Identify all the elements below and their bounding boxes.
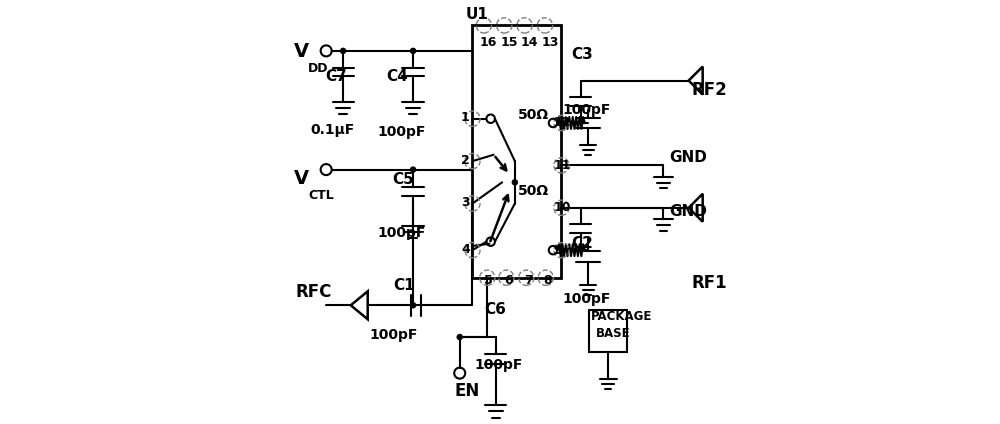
Text: 14: 14: [521, 36, 538, 49]
Circle shape: [411, 303, 416, 308]
Text: 15: 15: [500, 36, 518, 49]
Circle shape: [457, 335, 462, 340]
Circle shape: [341, 48, 346, 53]
Text: 50Ω: 50Ω: [518, 184, 549, 198]
Text: 10: 10: [554, 201, 571, 214]
Text: EN: EN: [455, 382, 480, 400]
Text: CTL: CTL: [308, 189, 334, 202]
Text: 100pF: 100pF: [475, 358, 523, 372]
Text: 8: 8: [544, 274, 552, 287]
Text: 0.1μF: 0.1μF: [310, 123, 354, 137]
Text: DD: DD: [308, 62, 328, 75]
Text: V: V: [294, 170, 309, 188]
Text: 9: 9: [554, 244, 562, 257]
Text: C3: C3: [571, 47, 593, 62]
Text: 100pF: 100pF: [377, 226, 425, 240]
Text: 6: 6: [504, 274, 512, 287]
Text: 16: 16: [480, 36, 497, 49]
Text: C1: C1: [393, 279, 415, 293]
Text: 5: 5: [484, 274, 493, 287]
Text: GND: GND: [669, 150, 707, 165]
Text: 12: 12: [554, 116, 571, 129]
Text: 100pF: 100pF: [562, 103, 611, 117]
Text: U1: U1: [466, 7, 489, 22]
Text: C6: C6: [484, 302, 506, 317]
Text: 11: 11: [554, 159, 571, 172]
Text: C2: C2: [571, 236, 593, 251]
Text: C4: C4: [386, 69, 408, 84]
Text: GND: GND: [669, 204, 707, 219]
Text: 13: 13: [541, 36, 559, 49]
Text: 50Ω: 50Ω: [518, 108, 549, 122]
Text: BASE: BASE: [596, 327, 631, 340]
Bar: [472, 25, 561, 278]
Text: 100pF: 100pF: [370, 328, 418, 342]
Text: 3: 3: [461, 196, 470, 209]
Text: 100pF: 100pF: [377, 125, 425, 139]
Text: 2: 2: [461, 153, 470, 167]
Text: 1: 1: [461, 111, 470, 124]
Circle shape: [411, 167, 416, 172]
Text: 100pF: 100pF: [562, 292, 611, 306]
Text: RF2: RF2: [692, 81, 727, 99]
Text: RF1: RF1: [692, 274, 727, 292]
Circle shape: [512, 180, 517, 185]
Text: PACKAGE: PACKAGE: [591, 310, 652, 323]
Text: 7: 7: [524, 274, 532, 287]
Circle shape: [411, 48, 416, 53]
Text: C7: C7: [325, 69, 347, 84]
Text: V: V: [294, 42, 309, 61]
Text: RFC: RFC: [296, 283, 332, 301]
Bar: [589, 310, 627, 352]
Text: C5: C5: [392, 173, 414, 187]
Text: 4: 4: [461, 243, 470, 256]
